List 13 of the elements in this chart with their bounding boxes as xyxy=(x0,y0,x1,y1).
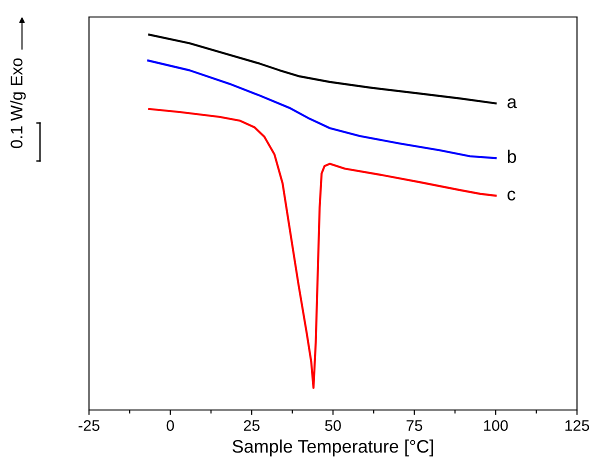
series-label: b xyxy=(508,150,516,163)
x-tick-label: 125 xyxy=(565,420,590,431)
x-tick-label: 75 xyxy=(406,420,422,431)
series-label: c xyxy=(508,190,516,201)
x-axis-title: Sample Temperature [°C] xyxy=(232,440,434,456)
series-label: a xyxy=(508,98,517,108)
text: Exo xyxy=(10,58,22,85)
x-tick-label: 0 xyxy=(166,420,174,431)
x-tick-label: 25 xyxy=(244,420,260,431)
text: 0.1 W/g xyxy=(10,92,26,148)
x-tick-label: -25 xyxy=(78,420,100,431)
x-tick-label: 100 xyxy=(484,420,508,431)
x-tick-label: 50 xyxy=(325,420,341,431)
